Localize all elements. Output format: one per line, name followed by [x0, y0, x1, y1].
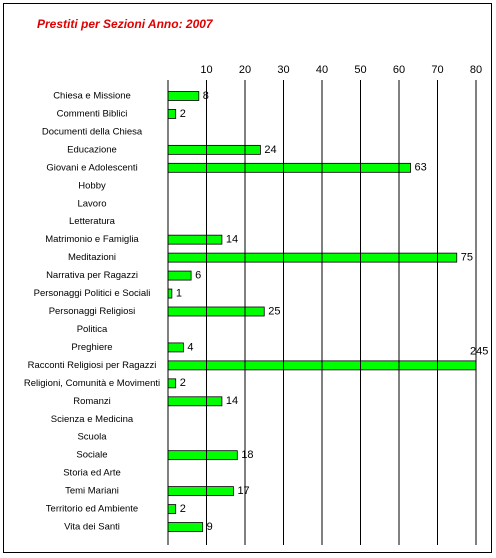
x-tick-label: 80: [470, 64, 482, 76]
bar: [168, 522, 204, 532]
bar: [168, 360, 476, 371]
x-tick-label: 10: [200, 64, 212, 76]
value-label: 2: [180, 377, 186, 389]
value-label: 245: [470, 345, 488, 357]
value-label: 17: [237, 485, 249, 497]
value-label: 18: [241, 449, 253, 461]
value-label: 25: [268, 305, 280, 317]
y-tick-label: Hobby: [78, 180, 106, 191]
bar: [168, 504, 177, 514]
y-tick-label: Romanzi: [73, 396, 111, 407]
bar: [168, 342, 184, 353]
value-label: 4: [187, 341, 193, 353]
value-label: 2: [180, 108, 186, 120]
value-label: 1: [176, 287, 182, 299]
bar: [168, 162, 411, 173]
bar: [168, 450, 238, 461]
y-tick-label: Politica: [77, 324, 108, 335]
y-tick-label: Religioni, Comunità e Movimenti: [24, 378, 160, 389]
y-tick-label: Scuola: [77, 432, 107, 443]
bar: [168, 306, 265, 317]
value-label: 14: [226, 395, 238, 407]
value-label: 14: [226, 234, 238, 246]
y-tick-label: Territorio ed Ambiente: [46, 504, 138, 515]
bar: [168, 252, 458, 263]
value-label: 8: [203, 90, 209, 102]
value-label: 24: [264, 144, 276, 156]
chart-title: Prestiti per Sezioni Anno: 2007: [37, 17, 214, 31]
y-tick-label: Storia ed Arte: [63, 468, 121, 479]
x-tick-label: 20: [239, 64, 251, 76]
y-tick-label: Sociale: [76, 450, 107, 461]
value-label: 9: [207, 521, 213, 533]
value-label: 2: [180, 503, 186, 515]
y-tick-label: Personaggi Religiosi: [49, 306, 136, 317]
bar: [168, 486, 234, 497]
x-tick-label: 50: [354, 64, 366, 76]
value-label: 63: [415, 162, 427, 174]
y-tick-label: Temi Mariani: [65, 486, 119, 497]
y-tick-label: Preghiere: [71, 342, 112, 353]
y-tick-label: Personaggi Politici e Sociali: [34, 288, 151, 299]
x-tick-label: 40: [316, 64, 328, 76]
y-tick-label: Letteratura: [69, 216, 116, 227]
bar: [168, 91, 200, 101]
y-tick-label: Chiesa e Missione: [53, 90, 131, 101]
chart-frame: [3, 3, 492, 553]
bar: [168, 109, 177, 119]
y-tick-label: Matrimonio e Famiglia: [45, 234, 139, 245]
y-tick-label: Scienza e Medicina: [51, 414, 134, 425]
y-tick-label: Lavoro: [77, 198, 106, 209]
bar: [168, 144, 261, 155]
bar: [168, 378, 177, 389]
x-tick-label: 60: [393, 64, 405, 76]
x-tick-label: 30: [277, 64, 289, 76]
y-tick-label: Documenti della Chiesa: [42, 126, 143, 137]
y-tick-label: Educazione: [67, 144, 117, 155]
value-label: 6: [195, 269, 201, 281]
bar: [168, 288, 173, 299]
value-label: 75: [461, 252, 473, 264]
y-tick-label: Racconti Religiosi per Ragazzi: [28, 360, 157, 371]
y-tick-label: Giovani e Adolescenti: [46, 162, 137, 173]
bar: [168, 234, 223, 245]
y-tick-label: Meditazioni: [68, 252, 116, 263]
y-tick-label: Commenti Biblici: [57, 108, 128, 119]
bar: [168, 270, 192, 281]
y-tick-label: Narrativa per Ragazzi: [46, 270, 138, 281]
x-tick-label: 70: [431, 64, 443, 76]
y-tick-label: Vita dei Santi: [64, 522, 120, 533]
bar: [168, 396, 223, 407]
